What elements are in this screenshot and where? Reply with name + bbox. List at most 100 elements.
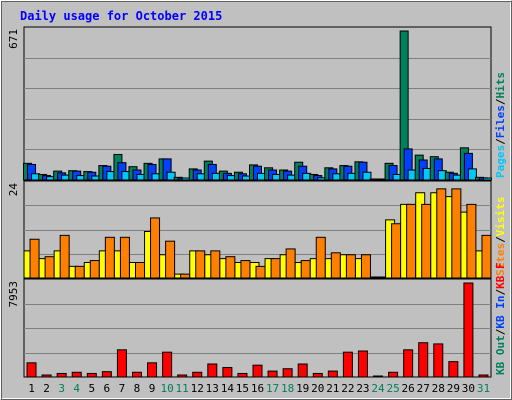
day-label-28: 28 bbox=[432, 382, 445, 395]
bar-kb-f-day-26 bbox=[403, 349, 414, 378]
bar-sites-day-31 bbox=[481, 234, 492, 279]
bar-sites-day-19 bbox=[300, 260, 311, 279]
day-label-30: 30 bbox=[462, 382, 475, 395]
bar-sites-day-20 bbox=[315, 236, 326, 279]
bar-sites-day-15 bbox=[240, 260, 251, 279]
day-label-3: 3 bbox=[58, 382, 65, 395]
bar-kb-f-day-21 bbox=[327, 370, 338, 378]
bar-sites-day-18 bbox=[285, 248, 296, 279]
bar-kb-f-day-27 bbox=[418, 342, 429, 378]
bar-sites-day-28 bbox=[436, 188, 447, 279]
bar-kb-f-day-16 bbox=[252, 364, 263, 378]
day-label-17: 17 bbox=[266, 382, 279, 395]
bar-kb-f-day-22 bbox=[342, 351, 353, 378]
bar-kb-f-day-11 bbox=[177, 374, 188, 378]
bar-sites-day-13 bbox=[210, 250, 221, 279]
bar-kb-f-day-28 bbox=[433, 343, 444, 378]
legend-entry-kb-in: KB In bbox=[494, 296, 507, 329]
ymax-label: 671 bbox=[7, 29, 20, 49]
legend-panel-2: Sites/Visits bbox=[494, 197, 507, 277]
ymax-label: 24 bbox=[7, 183, 20, 197]
day-label-9: 9 bbox=[149, 382, 156, 395]
bar-kb-f-day-6 bbox=[101, 371, 112, 378]
bar-kb-f-day-14 bbox=[222, 367, 233, 378]
bar-sites-day-10 bbox=[165, 240, 176, 279]
day-label-5: 5 bbox=[88, 382, 95, 395]
bar-sites-day-12 bbox=[195, 250, 206, 279]
day-label-2: 2 bbox=[43, 382, 50, 395]
day-label-19: 19 bbox=[296, 382, 309, 395]
legend-sep: / bbox=[494, 98, 507, 105]
day-label-25: 25 bbox=[386, 382, 399, 395]
bar-kb-f-day-19 bbox=[297, 363, 308, 378]
bar-sites-day-30 bbox=[466, 203, 477, 279]
bar-sites-day-3 bbox=[59, 234, 70, 279]
bar-kb-f-day-30 bbox=[463, 282, 474, 378]
legend-entry-sites: Sites bbox=[494, 243, 507, 276]
bar-sites-day-9 bbox=[150, 217, 161, 279]
legend-panel-3: KB Out/KB In/KB F bbox=[494, 262, 507, 375]
legend-sep: / bbox=[494, 328, 507, 335]
legend-panel-1: Pages/Files/Hits bbox=[494, 72, 507, 178]
day-label-8: 8 bbox=[134, 382, 141, 395]
day-label-21: 21 bbox=[326, 382, 339, 395]
day-label-15: 15 bbox=[236, 382, 249, 395]
bar-kb-f-day-8 bbox=[131, 371, 142, 378]
day-label-13: 13 bbox=[206, 382, 219, 395]
bar-sites-day-7 bbox=[119, 236, 130, 279]
panel-frame bbox=[23, 26, 492, 181]
bar-kb-f-day-23 bbox=[357, 350, 368, 378]
day-label-18: 18 bbox=[281, 382, 294, 395]
bar-kb-f-day-20 bbox=[312, 372, 323, 378]
day-label-10: 10 bbox=[160, 382, 173, 395]
legend-sep: / bbox=[494, 236, 507, 243]
bar-kb-f-day-7 bbox=[116, 349, 127, 378]
legend-entry-files: Files bbox=[494, 105, 507, 138]
bar-pages-day-31 bbox=[482, 177, 492, 181]
bar-pages-day-30 bbox=[467, 168, 477, 181]
day-label-7: 7 bbox=[119, 382, 126, 395]
legend-entry-visits: Visits bbox=[494, 197, 507, 237]
bar-sites-day-23 bbox=[360, 254, 371, 279]
day-label-26: 26 bbox=[402, 382, 415, 395]
bar-sites-day-11 bbox=[180, 273, 191, 279]
day-label-16: 16 bbox=[251, 382, 264, 395]
bar-kb-f-day-5 bbox=[86, 372, 97, 378]
day-label-1: 1 bbox=[28, 382, 35, 395]
bar-sites-day-25 bbox=[391, 223, 402, 279]
legend-entry-kb-f: KB F bbox=[494, 262, 507, 289]
bar-kb-f-day-17 bbox=[267, 370, 278, 378]
bar-sites-day-26 bbox=[406, 203, 417, 279]
bar-sites-day-2 bbox=[44, 256, 55, 279]
bar-pages-day-10 bbox=[166, 171, 176, 181]
day-label-12: 12 bbox=[191, 382, 204, 395]
day-label-4: 4 bbox=[73, 382, 80, 395]
bar-kb-f-day-13 bbox=[207, 363, 218, 378]
bar-kb-f-day-10 bbox=[162, 351, 173, 378]
bar-kb-f-day-25 bbox=[388, 371, 399, 378]
day-label-14: 14 bbox=[221, 382, 235, 395]
bar-kb-f-day-31 bbox=[478, 374, 489, 378]
day-label-27: 27 bbox=[417, 382, 430, 395]
legend-sep: / bbox=[494, 138, 507, 145]
bar-sites-day-14 bbox=[225, 256, 236, 279]
legend-entry-hits: Hits bbox=[494, 72, 507, 99]
bar-pages-day-23 bbox=[362, 171, 372, 181]
legend-entry-pages: Pages bbox=[494, 145, 507, 178]
day-label-6: 6 bbox=[104, 382, 111, 395]
bar-kb-f-day-24 bbox=[373, 375, 384, 378]
bar-kb-f-day-29 bbox=[448, 361, 459, 378]
bar-sites-day-16 bbox=[255, 265, 266, 279]
day-label-24: 24 bbox=[371, 382, 385, 395]
bar-kb-f-day-18 bbox=[282, 368, 293, 378]
bar-sites-day-27 bbox=[421, 203, 432, 279]
bar-sites-day-24 bbox=[376, 276, 387, 279]
legend-entry-kb-out: KB Out bbox=[494, 335, 507, 375]
chart-title: Daily usage for October 2015 bbox=[20, 9, 222, 23]
legend-sep: / bbox=[494, 289, 507, 296]
bar-sites-day-21 bbox=[330, 252, 341, 279]
bar-sites-day-29 bbox=[451, 188, 462, 279]
